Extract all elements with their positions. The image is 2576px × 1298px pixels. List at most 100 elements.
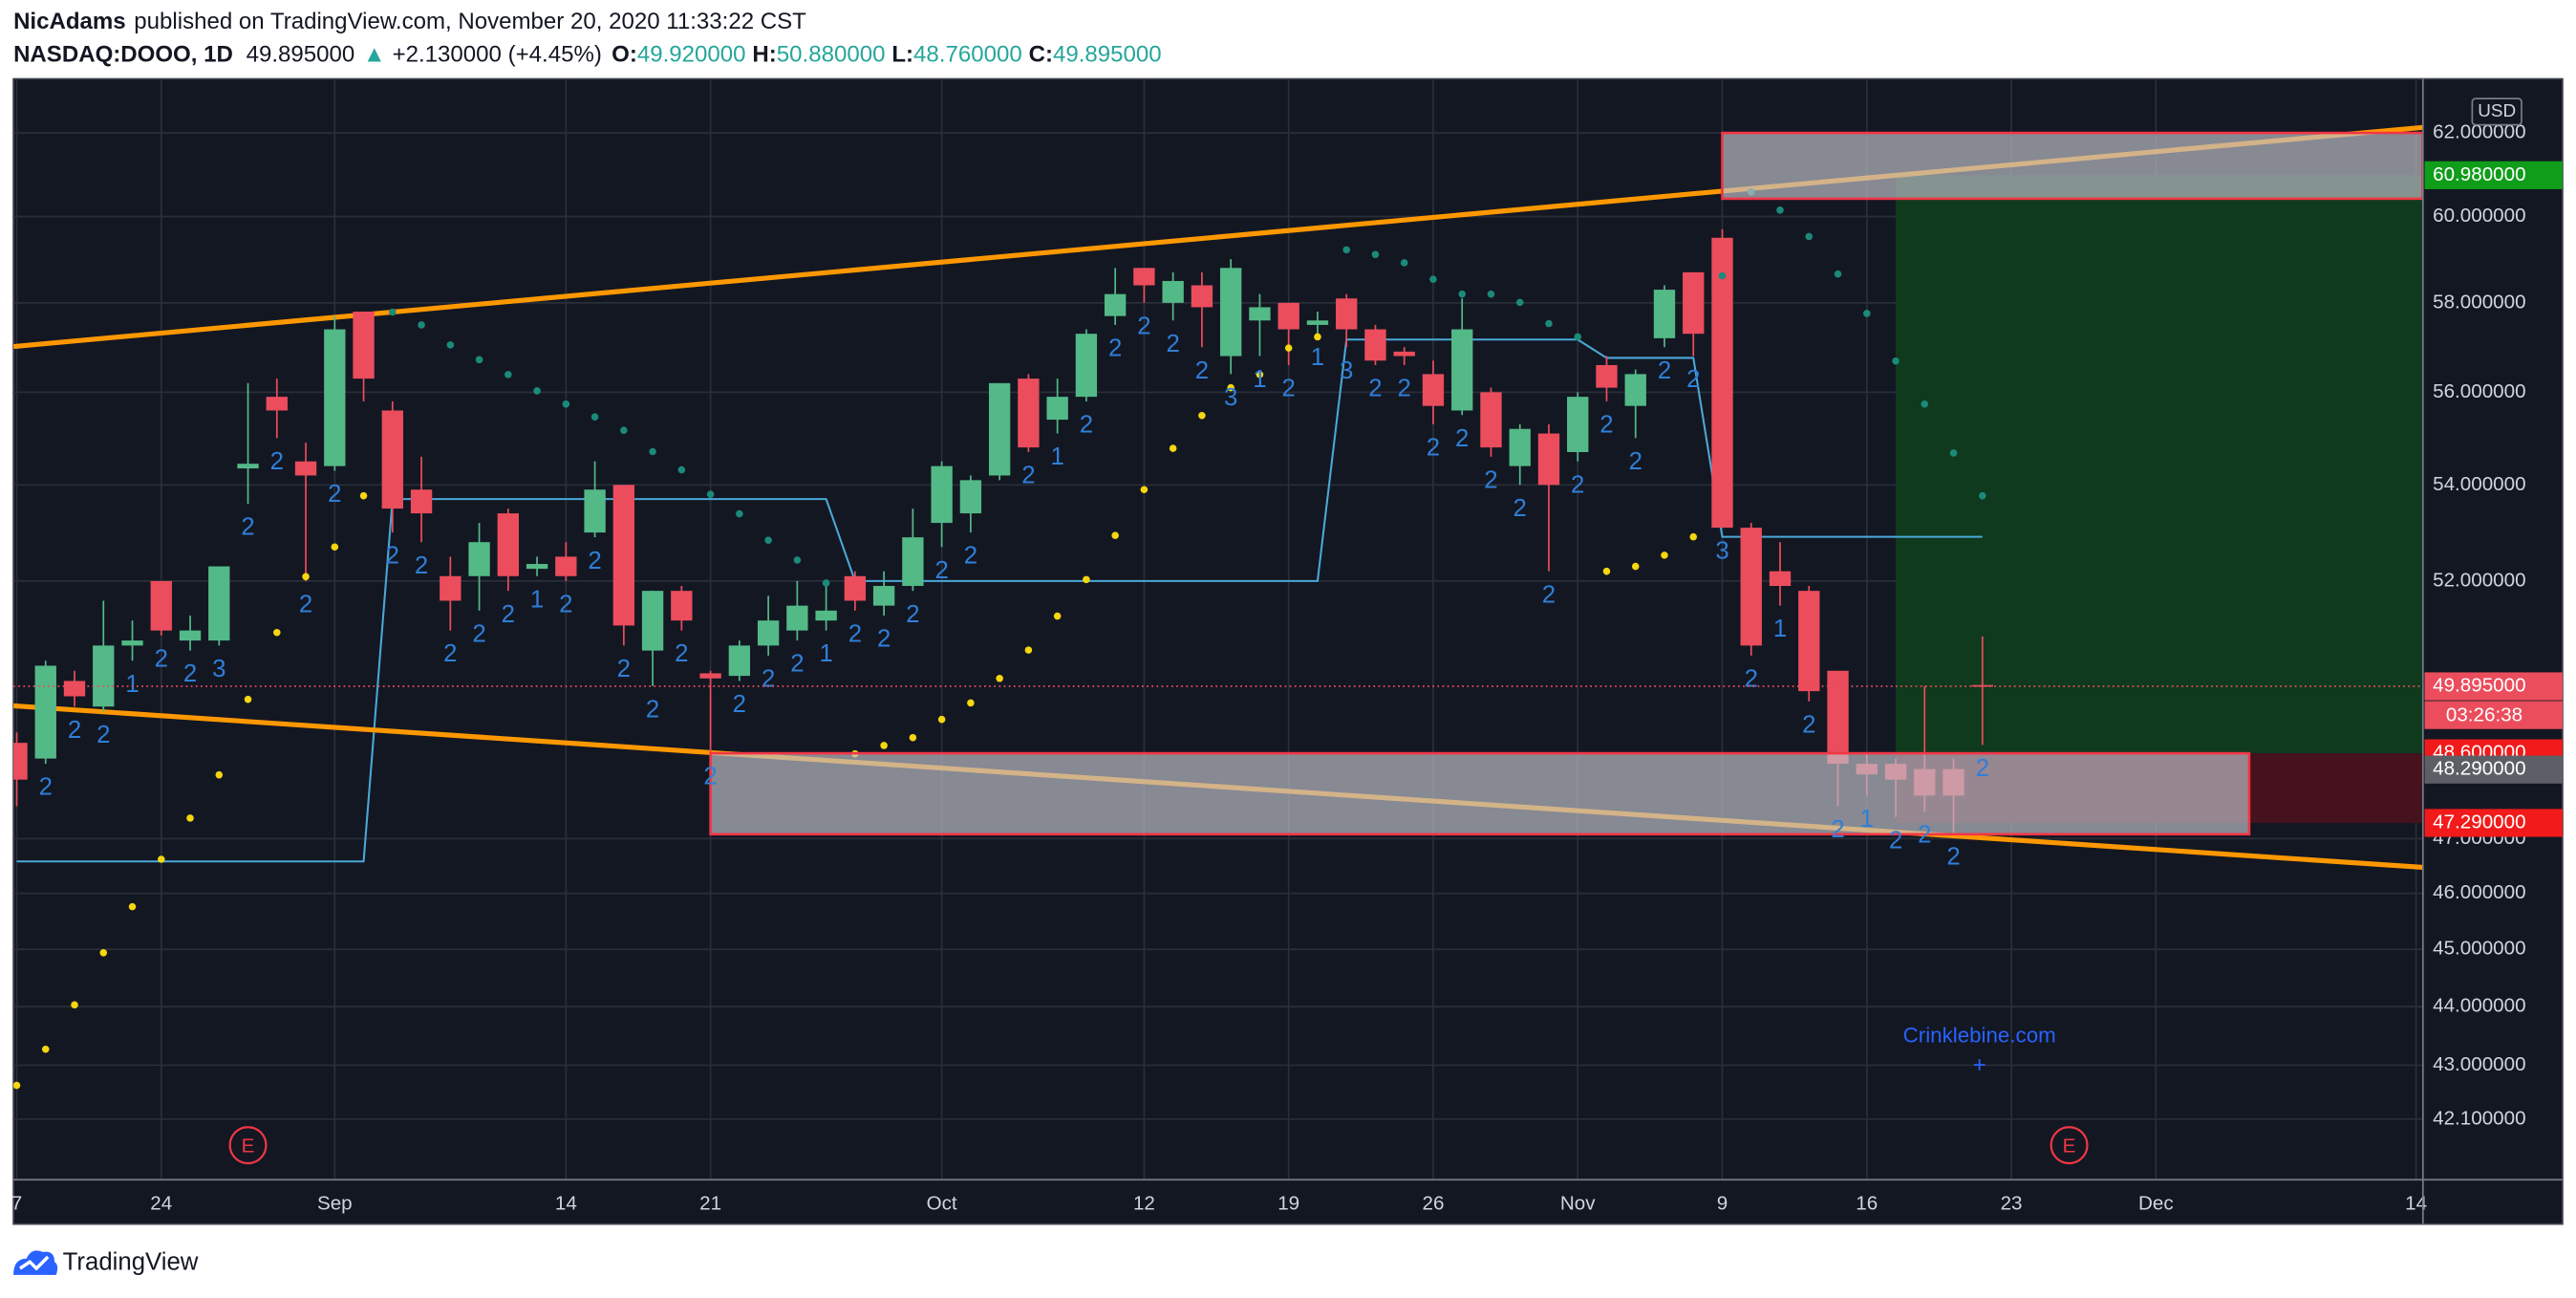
candle-body (208, 566, 230, 641)
y-tick-label: 60.000000 (2433, 205, 2525, 227)
count-label: 2 (1108, 335, 1122, 362)
candle-body (150, 580, 172, 631)
sar-dot (1198, 411, 1206, 420)
candle-body (237, 464, 259, 469)
count-label: 2 (183, 660, 197, 687)
count-label: 2 (1976, 755, 1989, 782)
sar-dot (649, 447, 656, 456)
x-tick-label: 7 (11, 1192, 22, 1214)
count-label: 2 (1080, 412, 1093, 439)
count-label: 1 (1050, 443, 1063, 470)
candle-body (1133, 268, 1155, 286)
channel-line (16, 338, 1983, 863)
candle-body (555, 556, 577, 576)
count-label: 2 (97, 722, 110, 748)
sar-dot (157, 855, 165, 863)
sar-dot (1515, 298, 1524, 307)
sar-dot (1053, 612, 1062, 620)
candle-body (1567, 397, 1589, 452)
countdown-background (2424, 701, 2563, 729)
sar-dot (880, 742, 888, 749)
candle-body (1480, 392, 1502, 448)
count-label: 2 (1455, 425, 1469, 452)
candle-body (728, 645, 751, 677)
last-price: 49.895000 (247, 42, 355, 68)
sar-dot (706, 490, 715, 498)
candle-body (1162, 280, 1184, 303)
count-label: 2 (1513, 495, 1527, 522)
candle-body (1711, 237, 1733, 529)
x-tick-label: 19 (1277, 1192, 1299, 1214)
sar-dot (71, 1001, 78, 1009)
count-label: 2 (703, 764, 717, 790)
count-label: 2 (1658, 357, 1671, 384)
count-label: 2 (559, 591, 572, 617)
candle-body (1451, 329, 1473, 411)
sar-dot (302, 573, 310, 581)
sar-dot (1024, 646, 1033, 654)
y-tick-label: 44.000000 (2433, 995, 2525, 1017)
candle-body (266, 397, 288, 411)
count-label: 2 (1889, 827, 1902, 854)
watermark: Crinklebine.com (1903, 1024, 2056, 1048)
candle-body (1509, 428, 1531, 466)
earnings-label: E (242, 1135, 255, 1157)
count-label: 2 (1484, 466, 1497, 493)
candle-body (1683, 271, 1705, 335)
sar-dot (677, 465, 686, 474)
count-label: 2 (415, 552, 428, 579)
count-label: 1 (819, 640, 832, 667)
sar-dot (1083, 575, 1090, 584)
x-tick-label: 14 (2405, 1192, 2427, 1214)
candle-body (1046, 397, 1068, 421)
candle-body (410, 489, 433, 514)
candle-body (440, 575, 462, 601)
sar-dot (475, 356, 483, 364)
earnings-marker (2050, 1126, 2089, 1165)
candle-body (1075, 334, 1098, 398)
count-label: 2 (1368, 376, 1382, 402)
y-tick-label: 42.100000 (2433, 1107, 2525, 1129)
candle-body (1018, 379, 1040, 448)
candle-body (1104, 293, 1127, 316)
y-tick-label: 45.000000 (2433, 938, 2525, 960)
count-label: 2 (270, 448, 284, 475)
candle-body (1249, 307, 1271, 321)
sar-dot (620, 426, 628, 434)
count-label: 2 (1021, 463, 1035, 489)
y-tick-label: 52.000000 (2433, 569, 2525, 591)
earnings-label: E (2063, 1135, 2076, 1157)
sar-dot (937, 715, 946, 724)
published: published on TradingView.com, November 2… (134, 9, 806, 34)
count-label: 2 (328, 481, 341, 508)
candle-body (1220, 268, 1242, 357)
x-tick-label: Sep (317, 1192, 353, 1214)
price-label: 47.290000 (2433, 811, 2525, 833)
candle-body (844, 575, 867, 601)
count-label: 2 (1195, 357, 1209, 384)
candle-body (1596, 364, 1618, 388)
count-label: 2 (155, 645, 168, 672)
brand-name: TradingView (63, 1249, 199, 1276)
sar-dot (1111, 531, 1119, 539)
candle-body (1769, 571, 1792, 587)
count-label: 2 (675, 640, 688, 667)
count-label: 2 (646, 696, 659, 723)
sar-dot (1949, 449, 1958, 457)
count-label: 1 (530, 586, 544, 613)
change-arrow: ▲ (363, 42, 386, 68)
price-label: 60.980000 (2433, 163, 2525, 185)
price-label-background (2424, 161, 2563, 189)
count-label: 3 (1224, 384, 1237, 411)
candle-body (497, 513, 519, 576)
count-label: 1 (1311, 344, 1324, 371)
sar-dot (1718, 271, 1727, 280)
open-value: 49.920000 (637, 42, 746, 68)
x-tick-label: Oct (927, 1192, 957, 1214)
count-label: 2 (1831, 816, 1844, 843)
candle-body (1364, 329, 1386, 361)
count-label: 2 (1398, 376, 1411, 402)
currency-box (2471, 97, 2522, 126)
count-label: 2 (1166, 331, 1179, 357)
